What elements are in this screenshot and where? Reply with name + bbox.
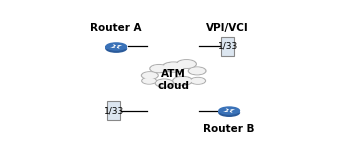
Ellipse shape [156, 79, 173, 87]
Ellipse shape [190, 77, 205, 84]
Polygon shape [118, 45, 120, 47]
Polygon shape [105, 47, 127, 49]
Ellipse shape [173, 76, 193, 85]
Ellipse shape [176, 60, 196, 68]
FancyBboxPatch shape [221, 36, 234, 56]
Ellipse shape [105, 42, 127, 51]
Polygon shape [223, 110, 228, 112]
Ellipse shape [150, 65, 168, 73]
FancyBboxPatch shape [107, 101, 120, 120]
Text: Router A: Router A [91, 23, 142, 33]
Ellipse shape [105, 44, 127, 53]
Text: Router B: Router B [203, 124, 255, 134]
Ellipse shape [141, 72, 158, 79]
Ellipse shape [218, 108, 240, 117]
Ellipse shape [191, 78, 205, 84]
Text: ATM
cloud: ATM cloud [158, 69, 189, 91]
Polygon shape [218, 111, 240, 113]
Ellipse shape [151, 65, 167, 72]
Ellipse shape [142, 78, 156, 84]
Ellipse shape [177, 60, 195, 68]
Text: 1/33: 1/33 [218, 42, 238, 51]
Ellipse shape [162, 62, 185, 72]
Polygon shape [230, 111, 233, 113]
Polygon shape [118, 45, 122, 47]
Polygon shape [230, 111, 232, 112]
Polygon shape [117, 47, 119, 48]
Ellipse shape [163, 63, 184, 72]
Polygon shape [226, 108, 229, 111]
Ellipse shape [188, 67, 206, 75]
Polygon shape [112, 47, 115, 48]
Polygon shape [113, 44, 116, 47]
Ellipse shape [142, 72, 158, 79]
Polygon shape [114, 45, 116, 46]
Ellipse shape [155, 79, 174, 87]
Polygon shape [110, 46, 115, 48]
Ellipse shape [218, 106, 240, 115]
Text: VPI/VCI: VPI/VCI [206, 23, 249, 33]
Polygon shape [226, 109, 229, 110]
Text: 1/33: 1/33 [104, 106, 124, 115]
Ellipse shape [174, 77, 191, 85]
Polygon shape [231, 109, 233, 111]
Polygon shape [231, 109, 235, 111]
Ellipse shape [189, 67, 205, 74]
Ellipse shape [142, 78, 156, 84]
Polygon shape [117, 47, 120, 49]
Polygon shape [225, 111, 228, 112]
